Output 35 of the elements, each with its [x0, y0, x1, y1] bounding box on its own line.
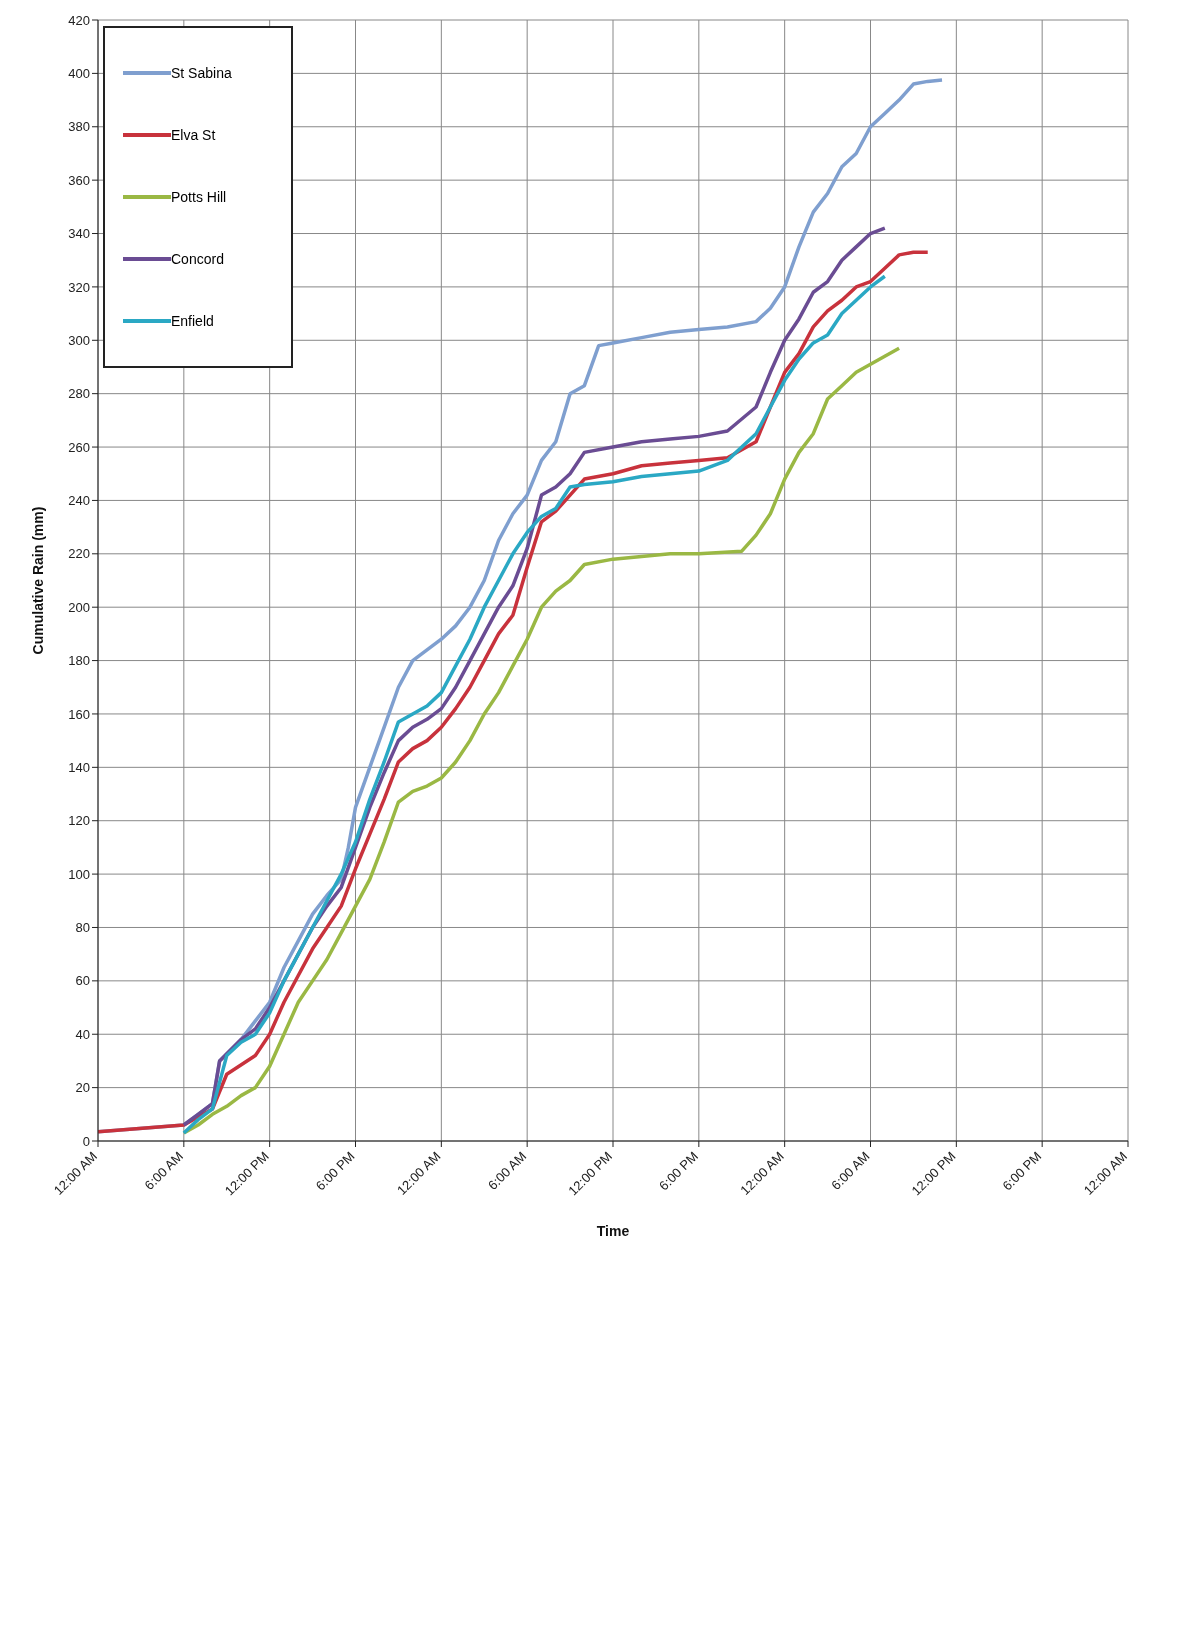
legend-label: Concord [171, 251, 224, 267]
y-tick-label: 220 [68, 546, 90, 562]
y-tick-label: 0 [82, 1133, 90, 1149]
x-tick-label: 6:00 AM [484, 1148, 530, 1193]
legend-label: St Sabina [171, 65, 232, 81]
y-tick-label: 200 [68, 599, 90, 615]
y-tick-label: 140 [68, 759, 90, 775]
x-tick-label: 6:00 AM [828, 1148, 873, 1193]
y-axis-title: Cumulative Rain (mm) [29, 506, 46, 655]
x-tick-label: 6:00 PM [312, 1148, 358, 1194]
y-tick-label: 20 [75, 1080, 90, 1096]
y-tick-label: 100 [68, 866, 90, 882]
y-tick-label: 60 [75, 973, 90, 989]
legend-label: Enfield [171, 313, 214, 329]
y-tick-label: 340 [68, 226, 90, 242]
y-tick-label: 180 [68, 653, 90, 669]
y-tick-label: 320 [68, 279, 90, 295]
x-tick-label: 6:00 PM [999, 1148, 1045, 1194]
y-tick-label: 360 [68, 172, 90, 188]
y-tick-label: 160 [68, 706, 90, 722]
y-tick-label: 260 [68, 439, 90, 455]
y-tick-label: 300 [68, 332, 90, 348]
y-tick-label: 120 [68, 813, 90, 829]
y-tick-label: 240 [68, 493, 90, 509]
x-tick-label: 6:00 PM [656, 1148, 701, 1194]
y-tick-label: 400 [68, 66, 90, 81]
y-tick-label: 380 [68, 119, 90, 135]
y-tick-label: 40 [75, 1026, 90, 1042]
legend-label: Elva St [171, 127, 216, 143]
y-tick-label: 420 [68, 12, 90, 28]
x-axis-title: Time [596, 1223, 630, 1239]
y-tick-label: 280 [68, 386, 90, 402]
legend-label: Potts Hill [171, 189, 227, 205]
y-tick-label: 80 [75, 920, 90, 936]
x-tick-label: 6:00 AM [141, 1148, 186, 1193]
